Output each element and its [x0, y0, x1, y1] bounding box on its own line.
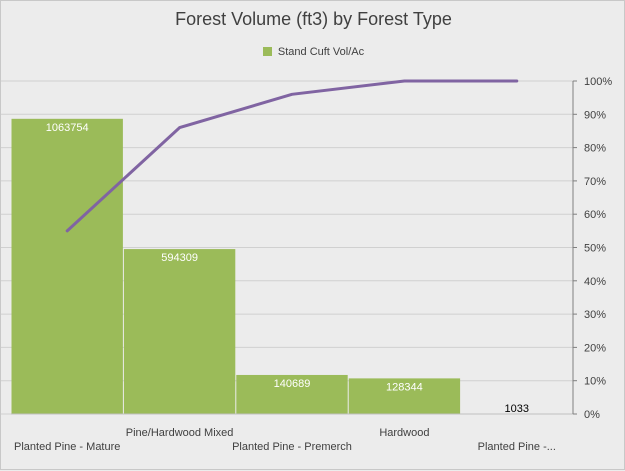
- y-tick-label: 20%: [584, 342, 606, 354]
- bar: [12, 119, 123, 414]
- data-label: 128344: [386, 381, 423, 393]
- y-tick-label: 50%: [584, 243, 606, 255]
- bar: [124, 249, 235, 414]
- cumulative-line: [67, 81, 517, 231]
- x-tick-label: Planted Pine -...: [478, 441, 556, 453]
- x-tick-label: Planted Pine - Premerch: [232, 441, 352, 453]
- x-tick-label: Planted Pine - Mature: [14, 441, 120, 453]
- data-label: 1063754: [46, 122, 89, 134]
- data-label: 140689: [274, 378, 311, 390]
- y-tick-label: 90%: [584, 109, 606, 121]
- y-tick-label: 30%: [584, 309, 606, 321]
- y-tick-label: 60%: [584, 209, 606, 221]
- data-label: 1033: [505, 403, 529, 415]
- y-tick-label: 10%: [584, 376, 606, 388]
- x-tick-label: Hardwood: [379, 427, 429, 439]
- y-tick-label: 40%: [584, 276, 606, 288]
- y-tick-label: 100%: [584, 76, 612, 88]
- y-tick-label: 0%: [584, 409, 600, 421]
- x-tick-label: Pine/Hardwood Mixed: [126, 427, 234, 439]
- data-label: 594309: [161, 252, 198, 264]
- y-tick-label: 80%: [584, 143, 606, 155]
- y-tick-label: 70%: [584, 176, 606, 188]
